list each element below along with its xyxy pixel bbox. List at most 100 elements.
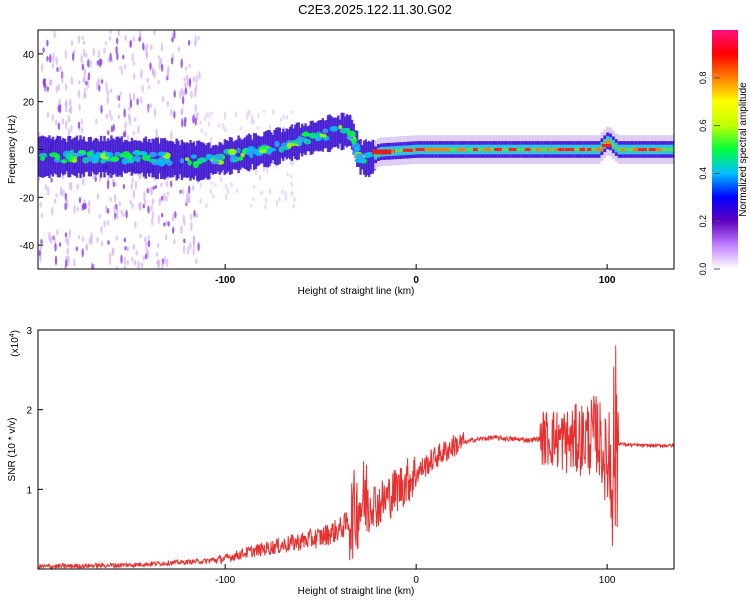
noise-blob (96, 80, 99, 91)
band-blob (210, 160, 220, 165)
noise-blob (106, 180, 110, 190)
noise-blob (157, 214, 160, 225)
noise-blob (167, 65, 170, 75)
band-column (170, 140, 173, 178)
noise-blob (80, 118, 84, 125)
band-blob (329, 125, 339, 132)
band-blob (54, 153, 61, 160)
noise-blob (82, 176, 85, 186)
noise-blob (162, 193, 166, 202)
noise-blob (209, 188, 212, 195)
noise-blob (165, 233, 168, 241)
noise-blob (81, 248, 84, 258)
noise-blob (183, 218, 186, 226)
noise-blob (173, 89, 176, 98)
noise-blob (181, 188, 185, 196)
noise-blob (85, 52, 88, 58)
noise-blob (56, 66, 59, 73)
noise-blob (156, 260, 159, 265)
y-tick-label: 20 (23, 98, 35, 109)
noise-blob (190, 213, 193, 221)
noise-blob (290, 181, 293, 187)
noise-blob (117, 95, 121, 102)
noise-blob (142, 255, 145, 262)
noise-blob (214, 183, 217, 187)
noise-blob (157, 242, 160, 248)
noise-blob (197, 242, 200, 252)
noise-blob (55, 56, 58, 66)
band-blob (138, 151, 148, 156)
noise-blob (165, 180, 169, 188)
noise-blob (185, 74, 189, 79)
noise-blob (116, 37, 119, 45)
noise-blob (85, 244, 88, 250)
noise-blob (262, 165, 265, 172)
band-center (540, 148, 544, 151)
band-peak (372, 149, 392, 155)
noise-blob (42, 47, 45, 53)
noise-blob (204, 132, 207, 137)
noise-blob (129, 39, 133, 48)
noise-blob (187, 245, 190, 255)
noise-blob (67, 128, 71, 138)
band-blob (184, 157, 190, 161)
noise-blob (149, 103, 152, 109)
noise-blob (46, 86, 50, 92)
noise-blob (203, 115, 206, 122)
band-peak (473, 148, 478, 151)
noise-blob (235, 188, 239, 194)
band-column (335, 117, 338, 147)
band-peak (595, 148, 604, 151)
band-column (208, 142, 211, 180)
noise-blob (151, 211, 155, 219)
noise-blob (72, 52, 75, 62)
noise-blob (225, 193, 228, 201)
noise-blob (147, 85, 151, 90)
colorbar-label: Normalized spectral amplitude (738, 82, 749, 217)
x-axis-label: Height of straight line (km) (298, 286, 415, 297)
band-column (177, 140, 180, 179)
noise-blob (118, 201, 122, 207)
noise-blob (264, 204, 267, 210)
noise-blob (165, 195, 168, 202)
noise-blob (70, 40, 74, 46)
noise-blob (151, 217, 154, 226)
noise-blob (134, 117, 137, 122)
band-peak (632, 148, 640, 151)
noise-blob (110, 125, 114, 133)
band-column (206, 143, 209, 180)
noise-blob (55, 85, 58, 94)
noise-blob (53, 198, 57, 204)
noise-blob (38, 176, 41, 182)
noise-blob (122, 184, 126, 190)
x-tick-label: -100 (215, 275, 235, 286)
colorbar-tick-label: 0.4 (698, 167, 708, 180)
noise-blob (132, 189, 136, 199)
band-column (191, 143, 194, 179)
noise-blob (64, 202, 67, 211)
noise-blob (139, 173, 142, 179)
band-blob (86, 151, 94, 158)
noise-blob (139, 96, 143, 104)
band-column (86, 141, 89, 172)
band-center (399, 149, 403, 152)
noise-blob (77, 235, 81, 240)
band-blob (179, 158, 185, 164)
noise-blob (100, 79, 104, 84)
noise-blob (188, 194, 191, 204)
noise-blob (179, 90, 182, 100)
noise-blob (113, 194, 117, 203)
noise-blob (173, 238, 176, 245)
noise-blob (192, 184, 195, 191)
band-column (154, 137, 158, 179)
noise-blob (143, 199, 147, 207)
noise-blob (208, 111, 211, 119)
band-blob (286, 142, 292, 149)
band-blob (192, 161, 199, 169)
noise-blob (195, 258, 198, 265)
band-blob (346, 135, 355, 140)
noise-blob (224, 182, 228, 189)
band-blob (148, 151, 158, 158)
band-center (451, 148, 455, 151)
band-center (543, 148, 547, 151)
